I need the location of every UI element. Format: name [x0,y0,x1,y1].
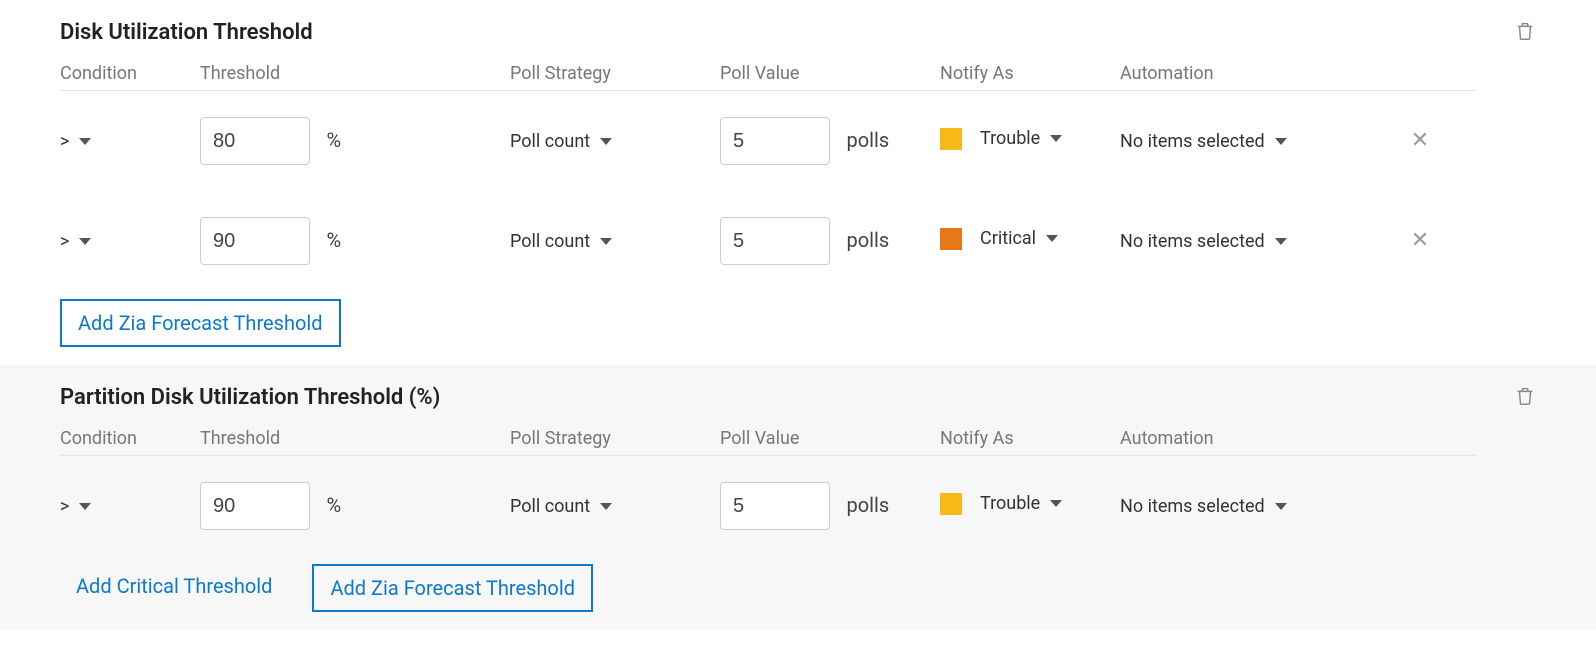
header-threshold: Threshold [200,428,510,449]
chevron-down-icon [1275,138,1287,145]
threshold-unit: % [326,128,341,152]
poll-strategy-dropdown[interactable]: Poll count [510,231,612,252]
notify-as-value: Critical [980,228,1036,249]
poll-value-unit: polls [846,493,889,517]
severity-swatch [940,128,962,150]
chevron-down-icon [79,238,91,245]
header-poll-strategy: Poll Strategy [510,428,720,449]
trash-icon [1514,385,1536,407]
notify-as-value: Trouble [980,493,1040,514]
automation-value: No items selected [1120,131,1265,152]
add-critical-threshold-button[interactable]: Add Critical Threshold [60,564,288,612]
poll-strategy-value: Poll count [510,231,590,252]
chevron-down-icon [1275,238,1287,245]
remove-row-button[interactable]: ✕ [1411,130,1429,152]
threshold-row: > % Poll count polls Trouble [60,91,1536,191]
header-condition: Condition [60,428,200,449]
threshold-section: Disk Utilization Threshold Condition Thr… [0,0,1596,365]
poll-strategy-value: Poll count [510,131,590,152]
poll-strategy-dropdown[interactable]: Poll count [510,496,612,517]
poll-value-input[interactable] [720,482,830,530]
section-title: Disk Utilization Threshold [60,20,1536,45]
condition-value: > [60,231,69,252]
poll-strategy-dropdown[interactable]: Poll count [510,131,612,152]
threshold-unit: % [326,228,341,252]
automation-dropdown[interactable]: No items selected [1120,231,1287,252]
notify-as-dropdown[interactable]: Trouble [940,493,1062,515]
header-notify-as: Notify As [940,63,1120,84]
threshold-input[interactable] [200,117,310,165]
poll-value-input[interactable] [720,117,830,165]
header-automation: Automation [1120,63,1390,84]
poll-strategy-value: Poll count [510,496,590,517]
threshold-input[interactable] [200,482,310,530]
remove-row-button[interactable]: ✕ [1411,230,1429,252]
poll-value-input[interactable] [720,217,830,265]
condition-value: > [60,131,69,152]
poll-value-unit: polls [846,128,889,152]
close-icon: ✕ [1411,128,1429,153]
notify-as-dropdown[interactable]: Trouble [940,128,1062,150]
automation-dropdown[interactable]: No items selected [1120,131,1287,152]
poll-value-unit: polls [846,228,889,252]
add-zia-forecast-threshold-button[interactable]: Add Zia Forecast Threshold [60,299,341,347]
chevron-down-icon [79,503,91,510]
threshold-input[interactable] [200,217,310,265]
severity-swatch [940,228,962,250]
trash-icon [1514,20,1536,42]
header-condition: Condition [60,63,200,84]
threshold-unit: % [326,493,341,517]
condition-value: > [60,496,69,517]
chevron-down-icon [1275,503,1287,510]
severity-swatch [940,493,962,515]
header-automation: Automation [1120,428,1390,449]
header-poll-value: Poll Value [720,63,940,84]
section-title: Partition Disk Utilization Threshold (%) [60,385,1536,410]
chevron-down-icon [1050,500,1062,507]
chevron-down-icon [1050,135,1062,142]
notify-as-dropdown[interactable]: Critical [940,228,1058,250]
chevron-down-icon [79,138,91,145]
threshold-section: Partition Disk Utilization Threshold (%)… [0,365,1596,630]
chevron-down-icon [1046,235,1058,242]
delete-section-button[interactable] [1514,20,1536,42]
header-poll-strategy: Poll Strategy [510,63,720,84]
column-headers: Condition Threshold Poll Strategy Poll V… [60,428,1476,456]
header-poll-value: Poll Value [720,428,940,449]
chevron-down-icon [600,238,612,245]
column-headers: Condition Threshold Poll Strategy Poll V… [60,63,1476,91]
header-threshold: Threshold [200,63,510,84]
section-action-links: Add Zia Forecast Threshold [60,299,1536,347]
automation-dropdown[interactable]: No items selected [1120,496,1287,517]
add-zia-forecast-threshold-button[interactable]: Add Zia Forecast Threshold [312,564,593,612]
header-notify-as: Notify As [940,428,1120,449]
threshold-row: > % Poll count polls Critical [60,191,1536,291]
notify-as-value: Trouble [980,128,1040,149]
condition-dropdown[interactable]: > [60,231,91,252]
automation-value: No items selected [1120,496,1265,517]
chevron-down-icon [600,138,612,145]
condition-dropdown[interactable]: > [60,131,91,152]
condition-dropdown[interactable]: > [60,496,91,517]
close-icon: ✕ [1411,228,1429,253]
delete-section-button[interactable] [1514,385,1536,407]
section-action-links: Add Critical Threshold Add Zia Forecast … [60,564,1536,612]
threshold-row: > % Poll count polls Trouble [60,456,1536,556]
automation-value: No items selected [1120,231,1265,252]
chevron-down-icon [600,503,612,510]
